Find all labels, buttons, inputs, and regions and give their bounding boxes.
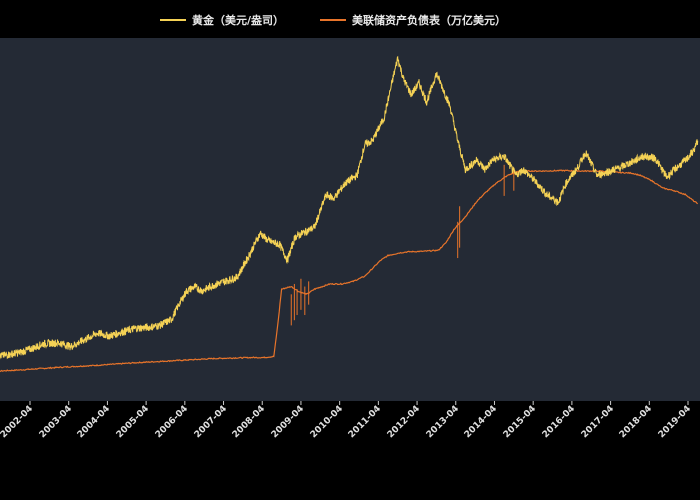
legend: 黄金（美元/盎司） 美联储资产负债表（万亿美元） [0,0,700,38]
legend-label-gold: 黄金（美元/盎司） [192,14,285,27]
series-line-fed-balance-sheet [0,169,699,373]
legend-swatch-fed [320,19,346,21]
plot-area [0,38,700,401]
legend-label-fed: 美联储资产负债表（万亿美元） [352,14,506,27]
legend-item-fed: 美联储资产负债表（万亿美元） [320,12,506,28]
legend-swatch-gold [160,19,186,21]
series-line-gold [0,55,699,360]
legend-item-gold: 黄金（美元/盎司） [160,12,284,28]
